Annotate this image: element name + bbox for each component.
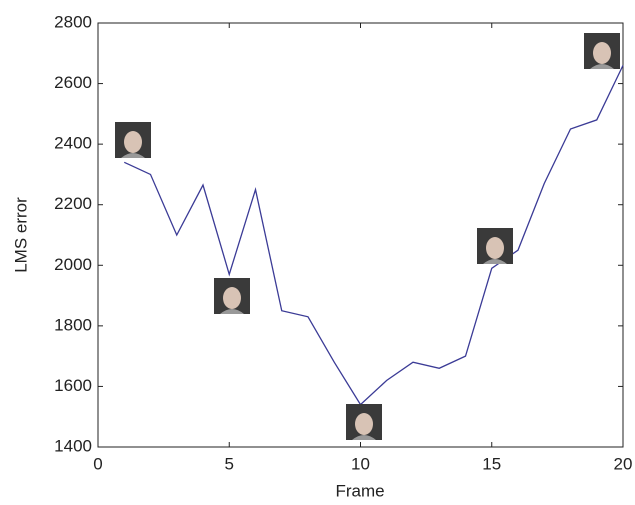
face-thumbnail: [584, 33, 620, 69]
y-tick-label: 1600: [54, 376, 92, 395]
face-thumbnail: [477, 228, 513, 264]
face-thumbnail: [214, 278, 250, 314]
face-thumbnail: [346, 404, 382, 440]
y-tick-label: 2800: [54, 12, 92, 31]
x-tick-label: 20: [614, 454, 633, 473]
x-axis-label: Frame: [335, 481, 384, 500]
y-tick-label: 2400: [54, 134, 92, 153]
face-thumbnails: [115, 33, 620, 440]
data-line: [123, 65, 624, 406]
face-thumbnail: [115, 122, 151, 158]
y-axis-label: LMS error: [11, 197, 30, 273]
y-tick-label: 1800: [54, 315, 92, 334]
x-tick-label: 10: [351, 454, 370, 473]
x-tick-label: 5: [225, 454, 234, 473]
line-layer: [123, 65, 624, 406]
x-tick-label: 15: [482, 454, 501, 473]
x-tick-label: 0: [93, 454, 102, 473]
y-tick-label: 1400: [54, 436, 92, 455]
y-tick-label: 2600: [54, 73, 92, 92]
y-tick-label: 2000: [54, 255, 92, 274]
y-tick-label: 2200: [54, 194, 92, 213]
